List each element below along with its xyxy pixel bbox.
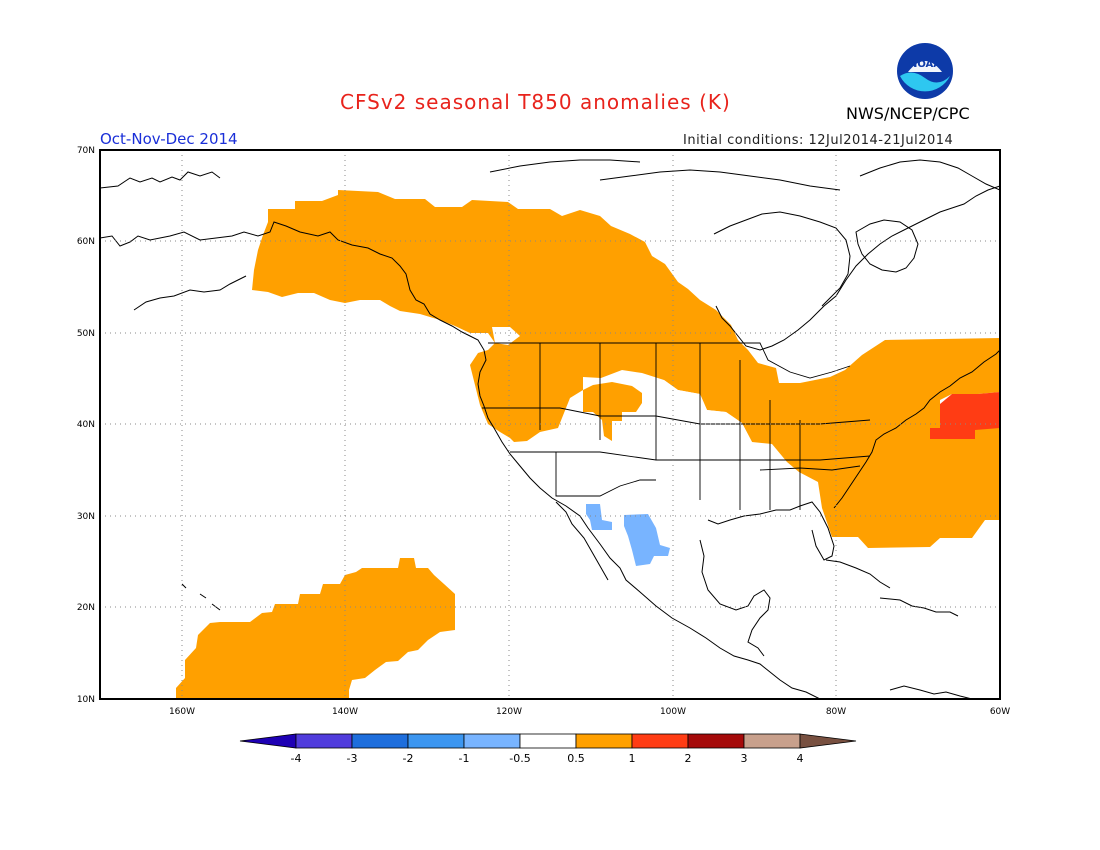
colorbar-segment <box>295 733 353 749</box>
colorbar-labels: -4 -3 -2 -1 -0.5 0.5 1 2 3 4 <box>291 752 804 765</box>
lon-label: 160W <box>169 707 195 717</box>
lat-label: 50N <box>77 329 95 339</box>
lon-label: 120W <box>496 707 522 717</box>
colorbar-segment <box>631 733 689 749</box>
colorbar-tick-label: -3 <box>347 752 358 765</box>
colorbar <box>239 733 857 749</box>
lon-label: 100W <box>660 707 686 717</box>
lat-label: 40N <box>77 420 95 430</box>
colorbar-segment <box>407 733 465 749</box>
colorbar-tick-label: 2 <box>685 752 692 765</box>
lon-label: 140W <box>332 707 358 717</box>
lat-labels: 70N 60N 50N 40N 30N 20N 10N <box>77 146 95 705</box>
lat-label: 60N <box>77 237 95 247</box>
colorbar-tick-label: -4 <box>291 752 302 765</box>
colorbar-segment <box>463 733 521 749</box>
colorbar-segment <box>575 733 633 749</box>
colorbar-tick-label: -0.5 <box>509 752 530 765</box>
colorbar-tick-label: 1 <box>629 752 636 765</box>
svg-text:NOAA: NOAA <box>909 59 941 70</box>
map-frame <box>99 149 1001 700</box>
colorbar-segment <box>351 733 409 749</box>
noaa-logo: NOAA <box>897 43 953 99</box>
colorbar-segment <box>743 733 801 749</box>
hawaii-pacific-warm-region <box>176 558 455 699</box>
lon-label: 60W <box>990 707 1010 717</box>
atlantic-strong-warm-region <box>930 392 1000 439</box>
colorbar-tick-label: -1 <box>459 752 470 765</box>
initial-conditions-label: Initial conditions: 12Jul2014-21Jul2014 <box>683 133 954 148</box>
colorbar-tick-label: 4 <box>797 752 804 765</box>
org-label: NWS/NCEP/CPC <box>846 104 970 123</box>
lat-label: 70N <box>77 146 95 156</box>
map-title: CFSv2 seasonal T850 anomalies (K) <box>340 90 731 114</box>
alaska-canada-warm-region <box>252 190 1000 548</box>
colorbar-segment <box>239 733 297 749</box>
colorbar-tick-label: -2 <box>403 752 414 765</box>
lat-label: 30N <box>77 512 95 522</box>
lat-label: 20N <box>77 603 95 613</box>
coastlines <box>100 159 1000 699</box>
map-grid <box>100 150 1000 699</box>
colorbar-tick-label: 0.5 <box>567 752 585 765</box>
lon-labels: 160W 140W 120W 100W 80W 60W <box>169 707 1010 717</box>
lon-label: 80W <box>826 707 846 717</box>
colorbar-segment <box>687 733 745 749</box>
season-label: Oct-Nov-Dec 2014 <box>100 130 238 148</box>
colorbar-tick-label: 3 <box>741 752 748 765</box>
colorbar-segment <box>519 733 577 749</box>
anomaly-layer <box>176 190 1000 699</box>
lat-label: 10N <box>77 695 95 705</box>
mexico-cool-region <box>586 504 670 566</box>
colorbar-segment <box>799 733 857 749</box>
